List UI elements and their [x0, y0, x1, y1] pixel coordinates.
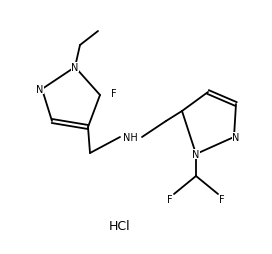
Text: N: N	[192, 149, 200, 159]
Text: F: F	[219, 194, 225, 204]
Text: N: N	[36, 85, 44, 95]
Text: HCl: HCl	[109, 220, 131, 233]
Text: F: F	[167, 194, 173, 204]
Text: N: N	[232, 133, 240, 142]
Text: NH: NH	[123, 133, 137, 142]
Text: F: F	[111, 89, 117, 99]
Text: N: N	[71, 63, 79, 73]
